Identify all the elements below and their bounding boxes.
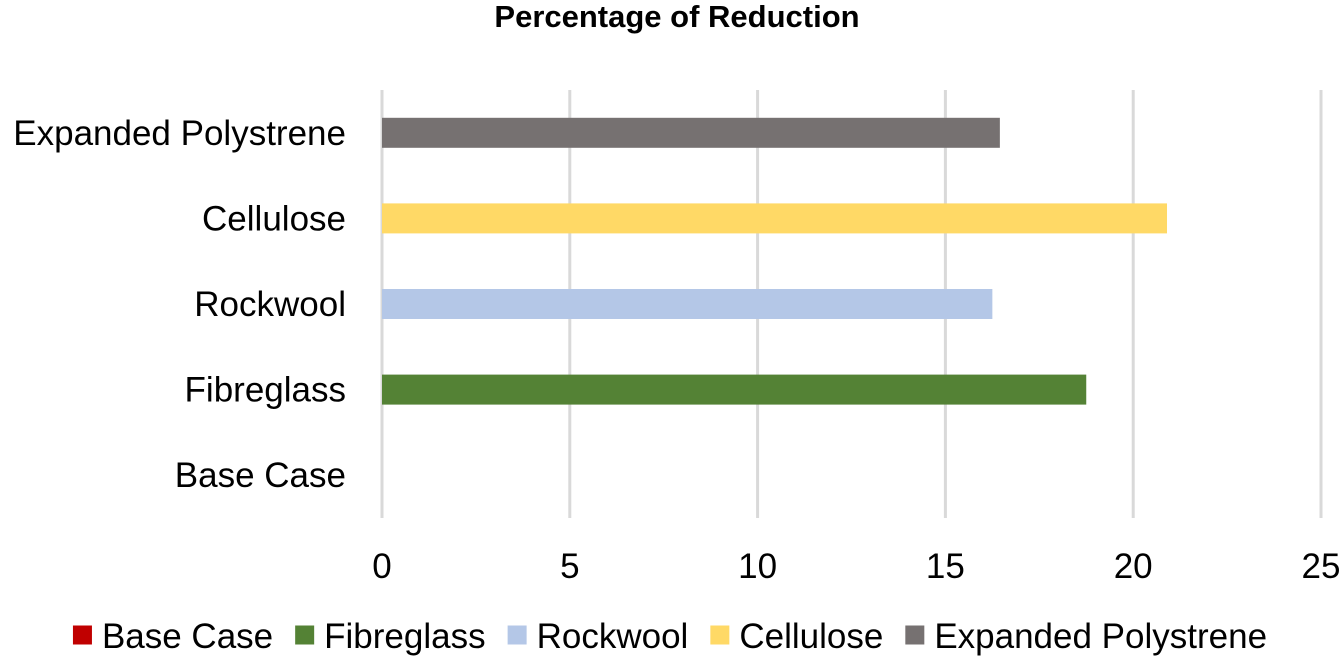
- x-tick-label: 25: [1302, 547, 1340, 586]
- bar-fibreglass: [382, 374, 1087, 405]
- legend-label-expanded-polystrene: Expanded Polystrene: [934, 617, 1267, 656]
- legend-label-rockwool: Rockwool: [537, 617, 689, 656]
- x-tick-label: 10: [738, 547, 777, 586]
- legend-item-base-case: Base Case: [72, 617, 273, 656]
- legend-label-cellulose: Cellulose: [739, 617, 883, 656]
- bar-expanded-polystrene: [382, 117, 1000, 148]
- category-label-cellulose: Cellulose: [202, 199, 346, 238]
- legend-label-base-case: Base Case: [102, 617, 273, 656]
- legend-swatch-fibreglass: [295, 625, 315, 645]
- category-label-base-case: Base Case: [175, 456, 346, 495]
- category-labels: Base Case Fibreglass Rockwool Cellulose Expa…: [13, 114, 346, 495]
- x-tick-label: 5: [560, 547, 579, 586]
- legend-item-cellulose: Cellulose: [710, 617, 883, 656]
- legend-item-expanded-polystrene: Expanded Polystrene: [905, 617, 1267, 656]
- category-label-fibreglass: Fibreglass: [185, 371, 346, 410]
- chart-title: Percentage of Reduction: [494, 0, 859, 34]
- legend-swatch-expanded-polystrene: [905, 625, 925, 645]
- bars: [382, 117, 1168, 405]
- x-tick-label: 0: [372, 547, 391, 586]
- bar-rockwool: [382, 289, 993, 319]
- bar-cellulose: [382, 203, 1168, 234]
- legend-swatch-base-case: [72, 625, 92, 645]
- legend-item-fibreglass: Fibreglass: [295, 617, 486, 656]
- category-label-rockwool: Rockwool: [194, 285, 346, 324]
- x-axis-tick-labels: 0 5 10 15 20 25: [372, 547, 1340, 586]
- x-tick-label: 15: [926, 547, 965, 586]
- legend: Base Case Fibreglass Rockwool Cellulose Expa…: [72, 617, 1267, 656]
- legend-swatch-rockwool: [507, 625, 527, 645]
- legend-item-rockwool: Rockwool: [507, 617, 689, 656]
- category-label-expanded-polystrene: Expanded Polystrene: [13, 114, 346, 153]
- x-tick-label: 20: [1114, 547, 1153, 586]
- legend-label-fibreglass: Fibreglass: [324, 617, 485, 656]
- legend-swatch-cellulose: [710, 625, 730, 645]
